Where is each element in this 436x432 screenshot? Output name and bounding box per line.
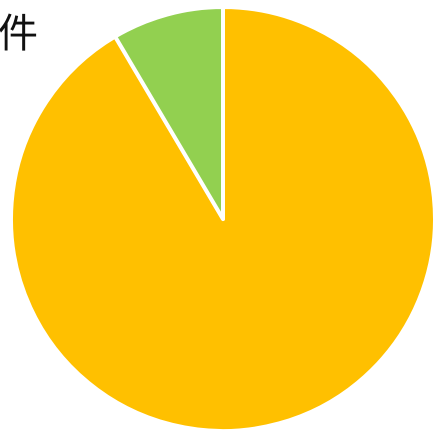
- pie-slice-2: [113, 5, 225, 221]
- pie-slices: [9, 5, 436, 432]
- chart-title-fragment: 件: [0, 11, 38, 57]
